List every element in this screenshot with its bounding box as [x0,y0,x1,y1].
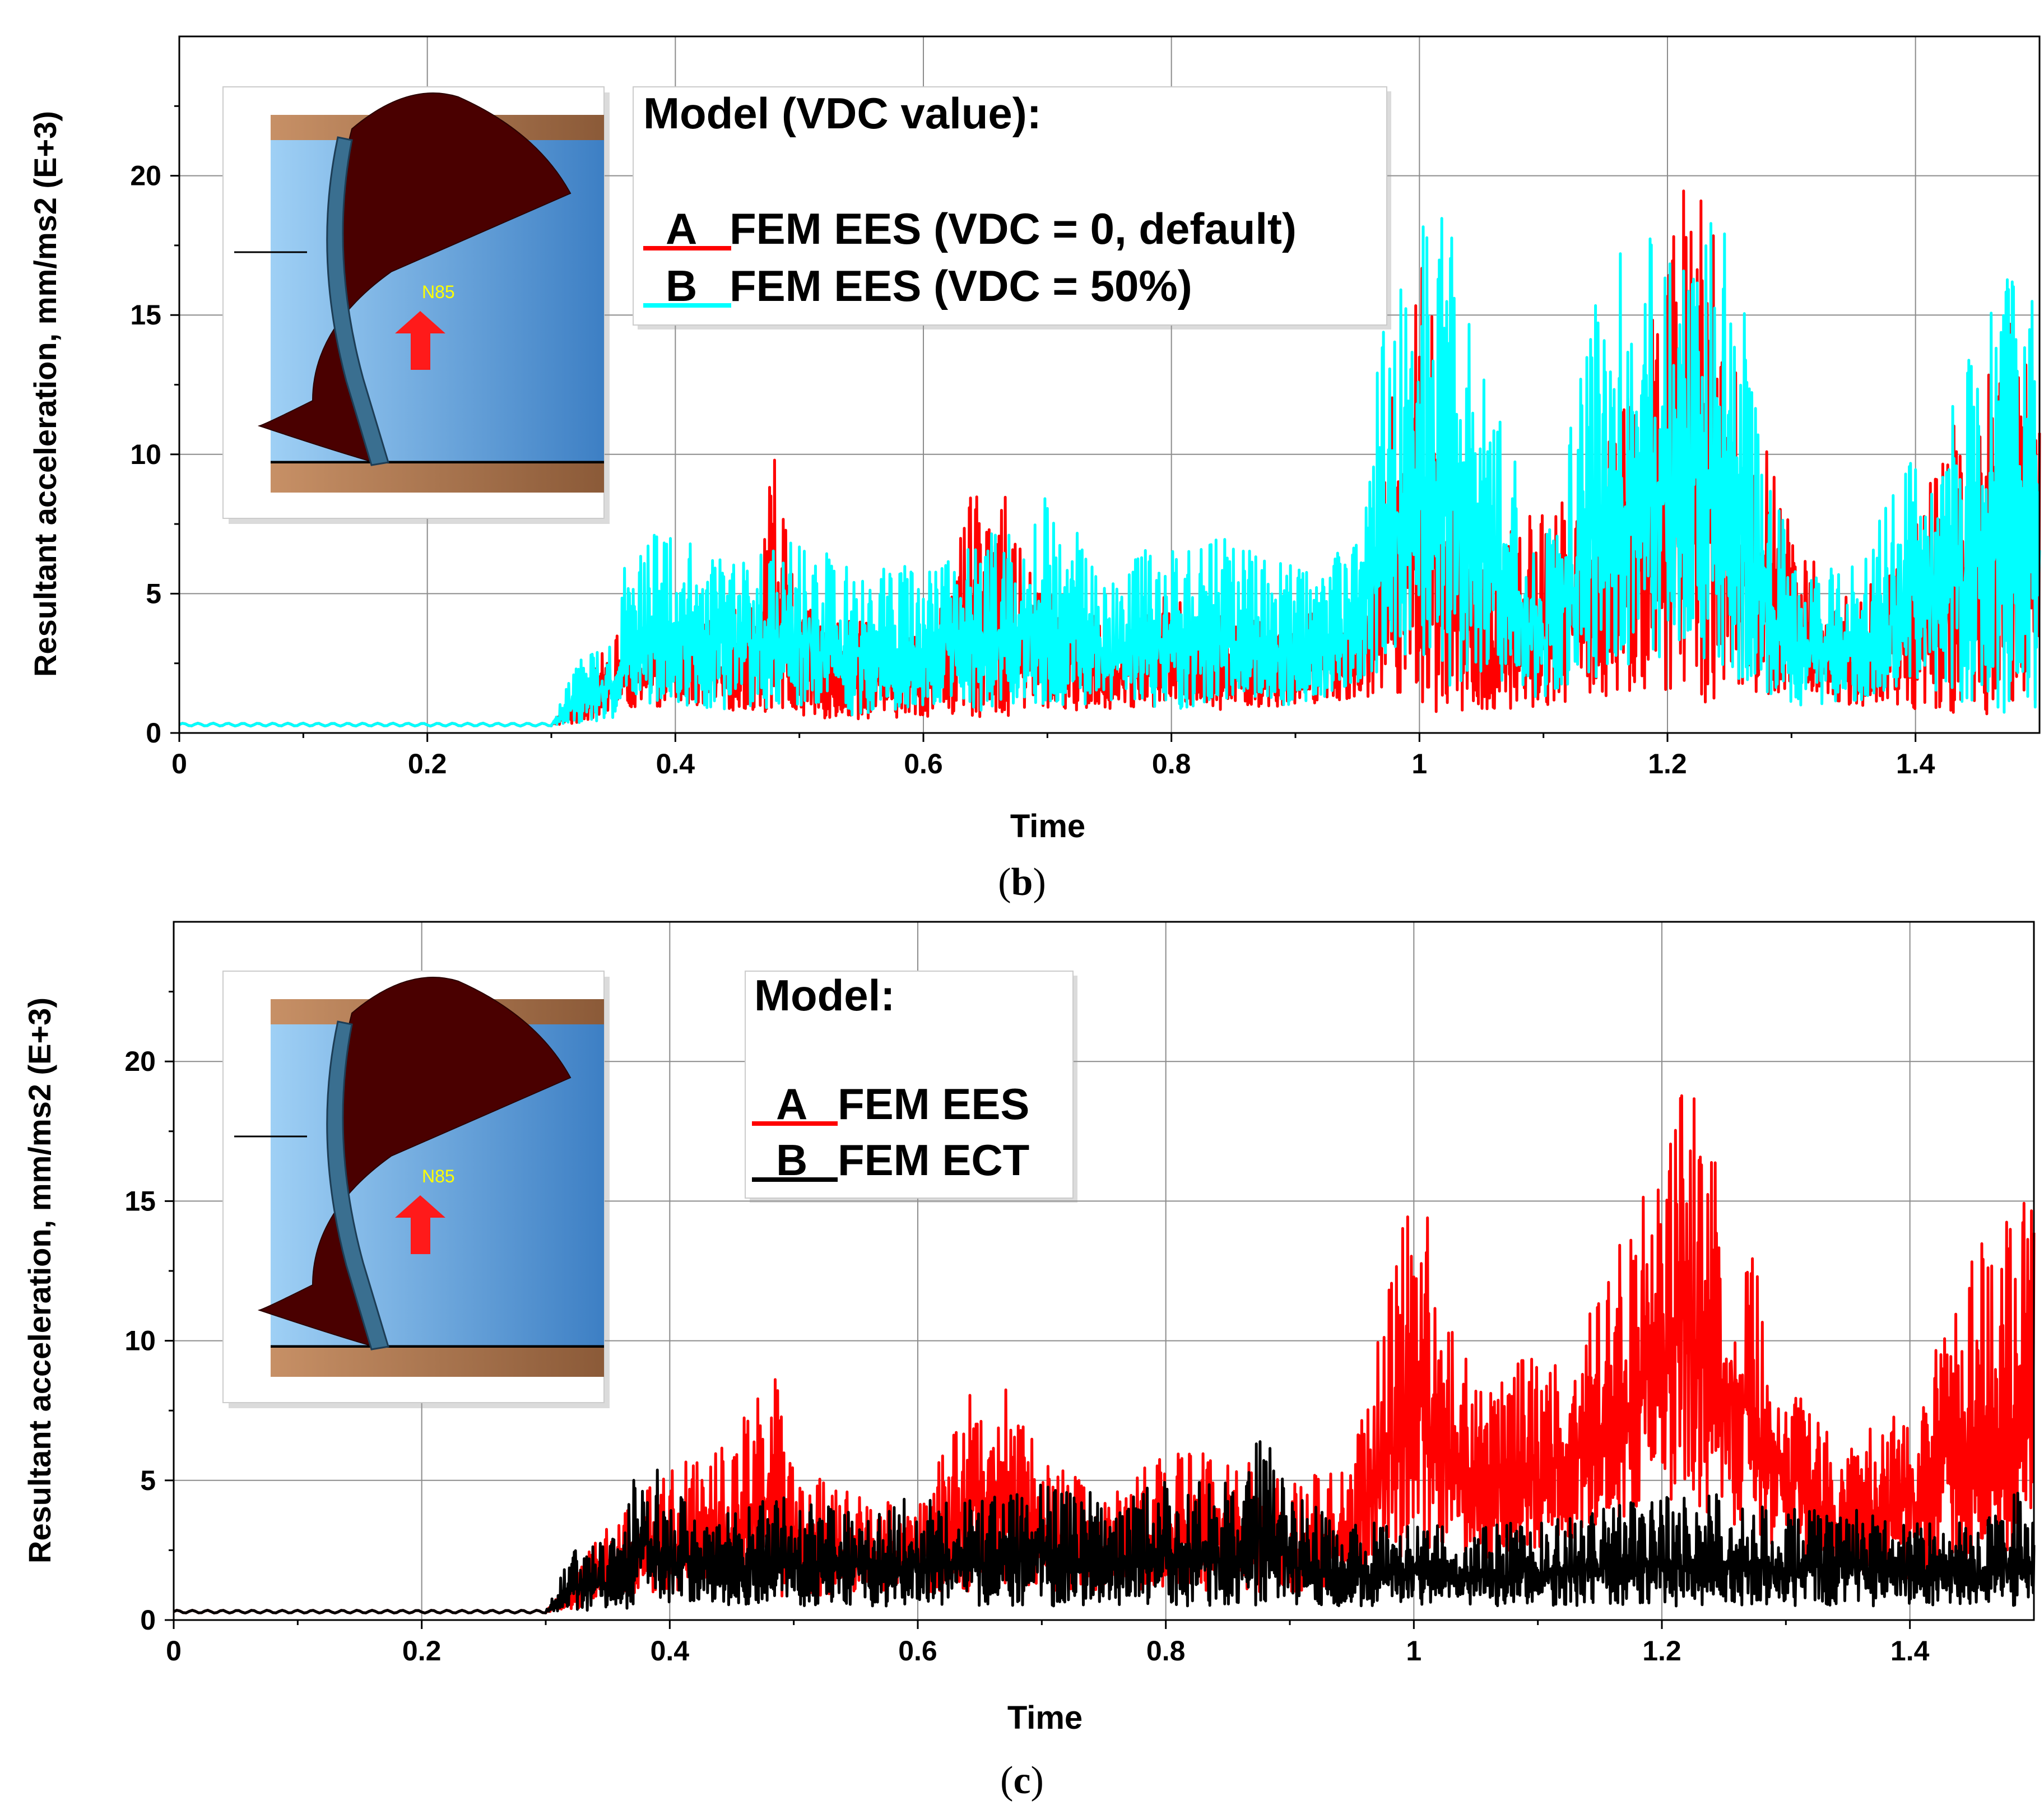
node-label: N85 [422,282,455,302]
model-inset: N85 [222,86,610,524]
y-tick-label: 20 [130,160,161,192]
x-tick-label: 0.2 [402,1635,442,1667]
legend-letter-b: B [666,261,697,310]
x-tick-label: 1 [1411,748,1427,779]
legend-letter-a: A [666,204,697,253]
x-tick-label: 1.4 [1896,748,1935,779]
arrow-icon [395,1195,445,1254]
node-label: N85 [422,1166,455,1186]
panel-caption: (c) [1000,1759,1044,1802]
x-tick-label: 0.2 [408,748,447,779]
x-axis-label: Time [1007,1700,1083,1736]
legend-box [633,86,1387,326]
model-inset: N85 [222,971,610,1408]
x-tick-label: 0.8 [1146,1635,1186,1667]
x-tick-label: 0.6 [904,748,943,779]
y-tick-label: 10 [124,1325,156,1357]
valve-stent [326,136,389,466]
x-tick-label: 0.6 [898,1635,937,1667]
axis-ticks: 0 0.2 0.4 0.6 0.8 1 1.2 1.4 0 5 10 15 20 [130,105,1935,779]
x-tick-label: 0.4 [651,1635,690,1667]
valve-stent [326,1020,389,1350]
legend: Model: A FEM EES B FEM ECT [745,971,1077,1203]
legend-title: Model: [754,971,895,1020]
arrow-icon [395,311,445,370]
x-tick-label: 0 [171,748,187,779]
y-tick-label: 10 [130,439,161,470]
chart-panel-b: 0 0.2 0.4 0.6 0.8 1 1.2 1.4 0 5 10 15 20 Resultant a… [27,35,2041,904]
series-layer [173,1094,2036,1614]
chart-panel-c: 0 0.2 0.4 0.6 0.8 1 1.2 1.4 0 5 10 15 20 Resultant a… [0,905,2044,1810]
legend-title: Model (VDC value): [643,89,1042,138]
axis-ticks: 0 0.2 0.4 0.6 0.8 1 1.2 1.4 0 5 10 15 20 [124,991,1930,1667]
y-tick-label: 0 [140,1604,156,1636]
legend-box [745,971,1074,1199]
legend: Model (VDC value): A FEM EES (VDC = 0, d… [633,86,1391,329]
legend-label-b: FEM EES (VDC = 50%) [730,261,1192,310]
x-tick-label: 1.4 [1890,1635,1930,1667]
y-axis-label: Resultant acceleration, mm/ms2 (E+3) [27,111,63,677]
legend-label-a: FEM EES (VDC = 0, default) [730,204,1297,253]
legend-letter-a: A [776,1079,807,1129]
series-line [173,1440,2036,1614]
y-tick-label: 0 [146,717,161,749]
y-tick-label: 15 [130,299,161,331]
x-tick-label: 0.8 [1152,748,1191,779]
x-tick-label: 1.2 [1642,1635,1681,1667]
panel-caption: (b) [998,861,1046,904]
x-tick-label: 0 [166,1635,182,1667]
legend-label-a: FEM EES [838,1079,1029,1129]
legend-letter-b: B [776,1135,807,1185]
bottom-plate [271,463,604,493]
y-tick-label: 5 [146,578,161,609]
y-tick-label: 15 [124,1185,156,1217]
x-axis-label: Time [1010,808,1085,844]
bottom-plate [271,1348,604,1377]
y-tick-label: 20 [124,1046,156,1077]
y-tick-label: 5 [140,1465,156,1496]
x-tick-label: 1 [1406,1635,1421,1667]
series-layer [179,189,2041,728]
x-tick-label: 0.4 [656,748,695,779]
series-line [179,217,2041,728]
y-axis-label: Resultant acceleration, mm/ms2 (E+3) [22,997,57,1563]
x-tick-label: 1.2 [1648,748,1687,779]
legend-label-b: FEM ECT [838,1135,1029,1185]
